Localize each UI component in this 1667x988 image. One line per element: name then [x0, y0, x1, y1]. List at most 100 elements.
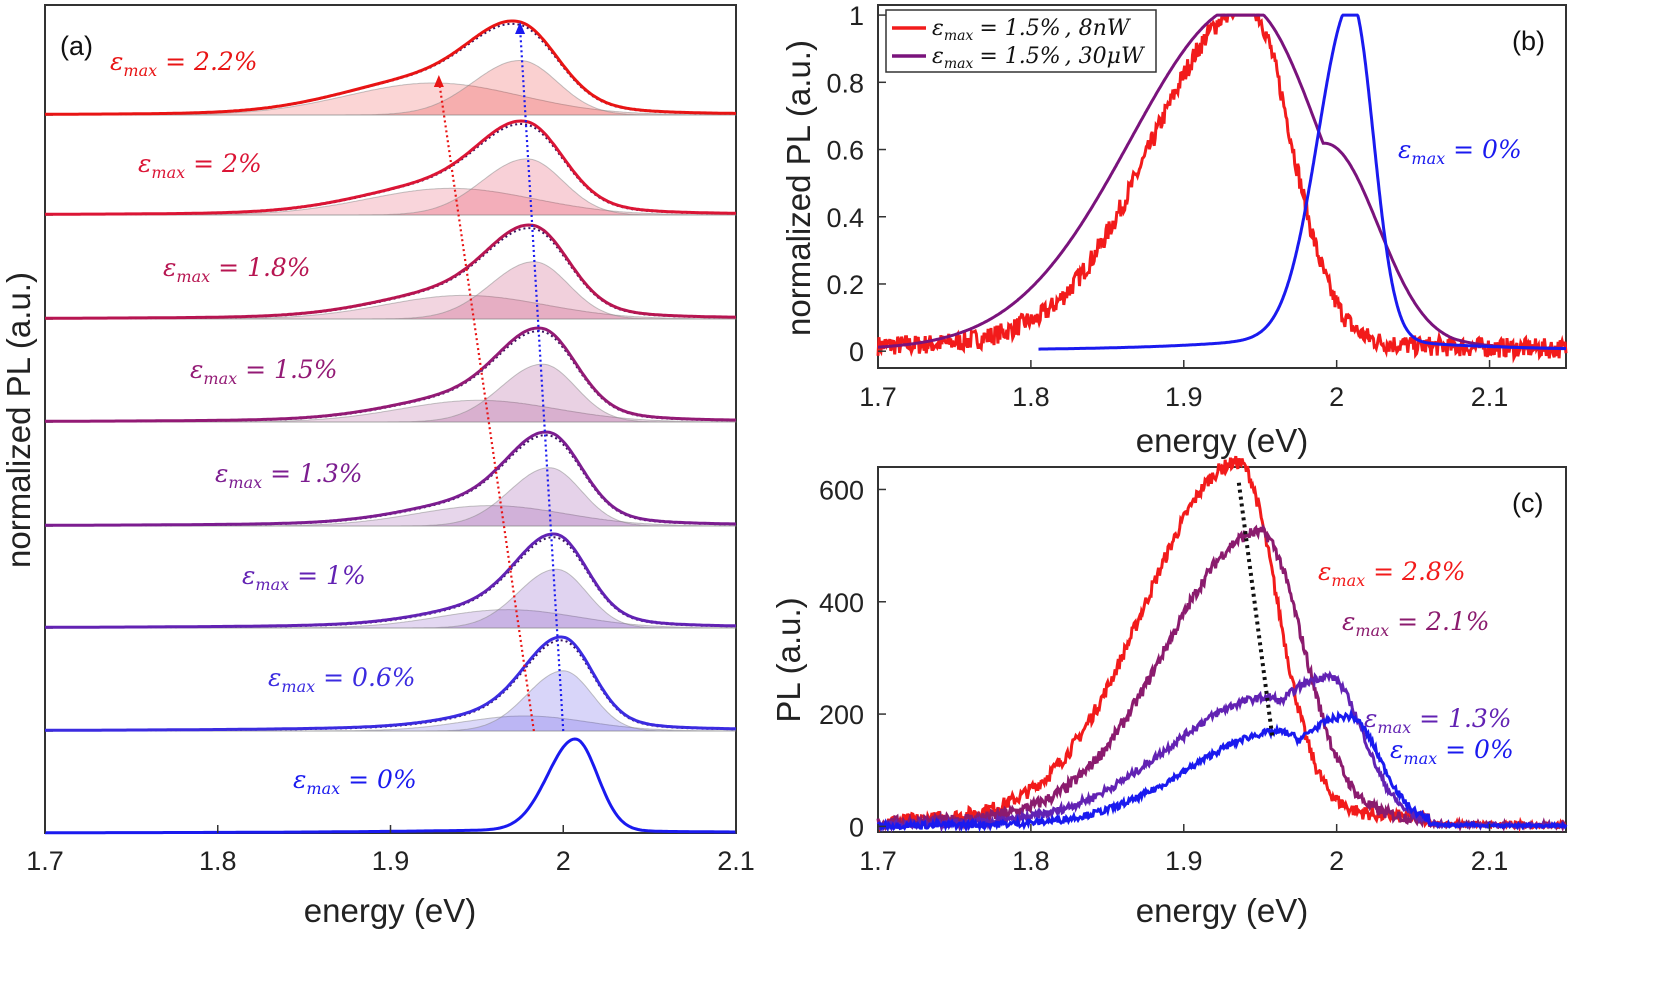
- y-tick-label: 1: [849, 1, 864, 31]
- legend-tail: , 30μW: [1065, 44, 1146, 69]
- legend-entry-0: εmax = 1.5%, 8nW: [932, 16, 1132, 44]
- annotation-zero-strain-value: = 0%: [1453, 135, 1522, 164]
- y-axis-label: PL (a.u.): [770, 597, 807, 722]
- series-line-2: [1038, 13, 1566, 351]
- x-tick-label: 1.8: [199, 846, 237, 876]
- panel-label-b: (b): [1512, 26, 1545, 56]
- strain-label-3-eps: ε: [1390, 735, 1403, 764]
- x-tick-label: 1.7: [26, 846, 64, 876]
- spectrum-line: [45, 430, 737, 527]
- strain-label-6: εmax = 0.6%: [268, 663, 416, 696]
- strain-label-1: εmax = 2.1%: [1342, 607, 1490, 640]
- legend-sub: max: [944, 28, 974, 44]
- spectrum-3: [44, 326, 737, 423]
- strain-label-6-sub: max: [281, 677, 315, 696]
- strain-label-4-sub: max: [228, 473, 262, 492]
- strain-label-1-eps: ε: [138, 149, 151, 178]
- strain-label-6-eps: ε: [268, 663, 281, 692]
- strain-label-0-eps: ε: [110, 47, 123, 76]
- x-tick-label: 1.8: [1012, 382, 1050, 412]
- strain-label-2-value: = 1.3%: [1419, 704, 1511, 733]
- strain-label-2-eps: ε: [1364, 704, 1377, 733]
- strain-label-3: εmax = 0%: [1390, 735, 1514, 768]
- panel-label-c: (c): [1512, 488, 1543, 518]
- strain-label-0: εmax = 2.8%: [1318, 557, 1466, 590]
- spectrum-1: [45, 119, 737, 216]
- strain-label-7: εmax = 0%: [293, 765, 417, 798]
- guide-line-blue: [518, 27, 565, 732]
- x-tick-label: 1.7: [859, 382, 897, 412]
- spectrum-line: [45, 119, 737, 216]
- series-line-3: [876, 708, 1568, 833]
- strain-label-3: εmax = 1.5%: [190, 355, 338, 388]
- legend-eps: ε: [932, 16, 944, 41]
- x-tick-label: 1.7: [859, 846, 897, 876]
- panel-label-a: (a): [60, 31, 93, 61]
- strain-label-2: εmax = 1.8%: [163, 253, 311, 286]
- y-tick-label: 0.4: [826, 203, 864, 233]
- strain-label-0-value: = 2.2%: [165, 47, 257, 76]
- strain-label-4: εmax = 1.3%: [215, 459, 363, 492]
- strain-label-3-value: = 1.5%: [245, 355, 337, 384]
- strain-label-0-sub: max: [123, 61, 157, 80]
- x-tick-label: 2: [1329, 846, 1344, 876]
- legend-main: = 1.5%: [979, 16, 1060, 41]
- strain-label-2-sub: max: [1377, 718, 1411, 737]
- spectrum-line: [45, 223, 737, 320]
- component-low-energy: [45, 399, 737, 423]
- x-tick-label: 1.8: [1012, 846, 1050, 876]
- legend-sub: max: [944, 56, 974, 72]
- series-line-0: [876, 455, 1567, 833]
- strain-label-0-value: = 2.8%: [1373, 557, 1465, 586]
- series-line-1: [877, 13, 1567, 351]
- panel-c-frame: [877, 466, 1567, 833]
- x-tick-label: 2.1: [1471, 382, 1509, 412]
- strain-label-2-value: = 1.8%: [218, 253, 310, 282]
- strain-label-2: εmax = 1.3%: [1364, 704, 1512, 737]
- strain-label-1-eps: ε: [1342, 607, 1355, 636]
- y-tick-label: 0: [849, 337, 864, 367]
- strain-label-7-sub: max: [306, 779, 340, 798]
- spectrum-5: [45, 532, 737, 629]
- strain-label-4-eps: ε: [215, 459, 228, 488]
- arrowhead-red: [433, 75, 444, 87]
- strain-label-3-sub: max: [1403, 749, 1437, 768]
- x-tick-label: 1.9: [1165, 382, 1203, 412]
- strain-label-1-value: = 2.1%: [1397, 607, 1489, 636]
- strain-label-0-eps: ε: [1318, 557, 1331, 586]
- annotation-zero-strain-eps: ε: [1398, 135, 1411, 164]
- strain-label-2-eps: ε: [163, 253, 176, 282]
- strain-label-3-eps: ε: [190, 355, 203, 384]
- x-tick-label: 1.9: [1165, 846, 1203, 876]
- x-tick-label: 1.9: [372, 846, 410, 876]
- x-axis-label: energy (eV): [1136, 892, 1308, 929]
- peak-guide-line: [1236, 482, 1275, 738]
- legend-main: = 1.5%: [979, 44, 1060, 69]
- strain-label-7-eps: ε: [293, 765, 306, 794]
- fit-curve: [44, 330, 737, 423]
- x-tick-label: 2: [556, 846, 571, 876]
- arrowhead-blue: [515, 22, 526, 34]
- x-axis-label: energy (eV): [1136, 422, 1308, 459]
- annotation-zero-strain-sub: max: [1411, 149, 1445, 168]
- strain-label-5-sub: max: [255, 575, 289, 594]
- y-axis-label: normalized PL (a.u.): [780, 40, 817, 336]
- spectrum-4: [45, 430, 737, 527]
- y-tick-label: 0.8: [826, 68, 864, 98]
- component-low-energy: [45, 187, 737, 216]
- strain-label-6-value: = 0.6%: [323, 663, 415, 692]
- strain-label-1-sub: max: [151, 163, 185, 182]
- strain-label-0: εmax = 2.2%: [110, 47, 258, 80]
- legend-box: [885, 9, 1157, 73]
- legend: εmax = 1.5%, 8nW εmax = 1.5%, 30μW: [885, 9, 1157, 73]
- strain-label-1: εmax = 2%: [138, 149, 262, 182]
- spectrum-0: [45, 19, 737, 116]
- annotation-zero-strain: εmax = 0%: [1398, 135, 1522, 168]
- y-tick-label: 600: [819, 475, 864, 505]
- y-tick-label: 0.2: [826, 270, 864, 300]
- strain-label-0-sub: max: [1331, 571, 1365, 590]
- x-tick-label: 2.1: [717, 846, 755, 876]
- strain-label-2-sub: max: [176, 267, 210, 286]
